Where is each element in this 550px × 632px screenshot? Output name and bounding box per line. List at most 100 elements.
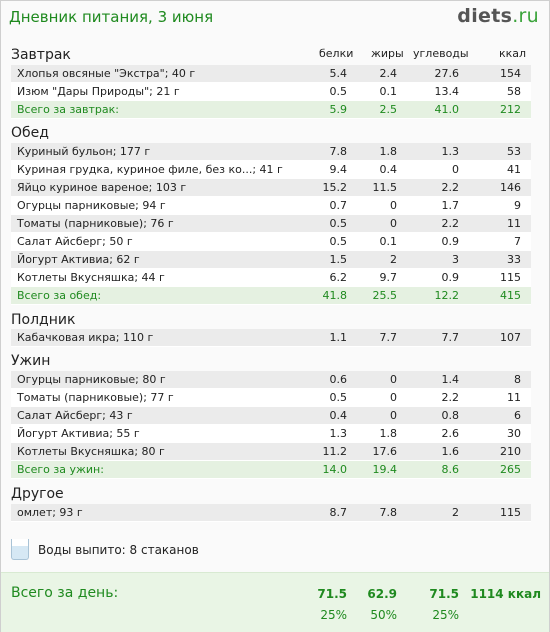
fat-value: 2 [390, 253, 397, 266]
logo-name: diets [457, 5, 513, 27]
header: Дневник питания, 3 июня diets.ru [1, 1, 549, 37]
food-name: Кабачковая икра; 110 г [17, 331, 154, 344]
food-name: Салат Айсберг; 50 г [17, 235, 133, 248]
carbs-value: 0 [452, 163, 459, 176]
food-name: Куриный бульон; 177 г [17, 145, 151, 158]
dinner-row[interactable]: Салат Айсберг; 43 г 0.4 0 0.8 6 [11, 407, 531, 425]
water-glass-icon [11, 539, 29, 560]
kcal-value: 41 [507, 163, 521, 176]
food-name: Томаты (парниковые); 76 г [17, 217, 174, 230]
dinner-title: Ужин [11, 353, 51, 369]
carbs-value: 1.3 [441, 145, 460, 158]
lunch-row[interactable]: Томаты (парниковые); 76 г 0.5 0 2.2 11 [11, 215, 531, 233]
food-name: Огурцы парниковые; 94 г [17, 199, 166, 212]
kcal-value: 8 [514, 373, 521, 386]
kcal-value: 210 [500, 445, 521, 458]
fat-value: 7.7 [379, 331, 398, 344]
kcal-value: 115 [500, 271, 521, 284]
carbs-value: 7.7 [441, 331, 460, 344]
lunch-row[interactable]: Куриная грудка, куриное филе, без ко...;… [11, 161, 531, 179]
kcal-value: 30 [507, 427, 521, 440]
kcal-value: 107 [500, 331, 521, 344]
day-fat-percent: 50% [370, 608, 397, 622]
protein-value: 0.6 [329, 373, 348, 386]
protein-value: 0.4 [329, 409, 348, 422]
lunch-row[interactable]: Огурцы парниковые; 94 г 0.7 0 1.7 9 [11, 197, 531, 215]
protein-value: 0.5 [329, 85, 348, 98]
kcal-value: 9 [514, 199, 521, 212]
kcal-value: 146 [500, 181, 521, 194]
carbs-value: 2.2 [441, 217, 460, 230]
lunch-row[interactable]: Яйцо куриное вареное; 103 г 15.2 11.5 2.2 14… [11, 179, 531, 197]
kcal-value: 154 [500, 67, 521, 80]
kcal-value: 7 [514, 235, 521, 248]
column-header-fat: жиры [371, 47, 404, 60]
fat-value: 0 [390, 373, 397, 386]
protein-value: 5.4 [329, 67, 348, 80]
lunch-row[interactable]: Куриный бульон; 177 г 7.8 1.8 1.3 53 [11, 143, 531, 161]
column-header-carbs: углеводы [413, 47, 469, 60]
breakfast-total-row: Всего за завтрак: 5.9 2.5 41.0 212 [11, 101, 531, 119]
carbs-value: 1.4 [441, 373, 460, 386]
protein-value: 1.3 [329, 427, 348, 440]
total-carbs: 12.2 [434, 289, 460, 302]
kcal-value: 115 [500, 506, 521, 519]
fat-value: 0 [390, 199, 397, 212]
protein-value: 11.2 [322, 445, 348, 458]
total-fat: 2.5 [379, 103, 398, 116]
dinner-total-row: Всего за ужин: 14.0 19.4 8.6 265 [11, 461, 531, 479]
day-carbs: 71.5 [429, 587, 459, 601]
food-name: Салат Айсберг; 43 г [17, 409, 133, 422]
fat-value: 9.7 [379, 271, 398, 284]
food-name: Изюм "Дары Природы"; 21 г [17, 85, 180, 98]
kcal-value: 58 [507, 85, 521, 98]
fat-value: 1.8 [379, 145, 398, 158]
lunch-title: Обед [11, 125, 49, 141]
food-name: Йогурт Активиа; 62 г [17, 253, 140, 266]
total-fat: 19.4 [372, 463, 398, 476]
food-name: Томаты (парниковые); 77 г [17, 391, 174, 404]
dinner-total-label: Всего за ужин: [17, 463, 104, 476]
breakfast-total-label: Всего за завтрак: [17, 103, 120, 116]
protein-value: 7.8 [329, 145, 348, 158]
dinner-row[interactable]: Огурцы парниковые; 80 г 0.6 0 1.4 8 [11, 371, 531, 389]
protein-value: 6.2 [329, 271, 348, 284]
lunch-total-label: Всего за обед: [17, 289, 102, 302]
carbs-value: 1.6 [441, 445, 460, 458]
other-row[interactable]: омлет; 93 г 8.7 7.8 2 115 [11, 504, 531, 522]
lunch-row[interactable]: Йогурт Активиа; 62 г 1.5 2 3 33 [11, 251, 531, 269]
carbs-value: 1.7 [441, 199, 460, 212]
lunch-row[interactable]: Котлеты Вкусняшка; 44 г 6.2 9.7 0.9 115 [11, 269, 531, 287]
carbs-value: 0.8 [441, 409, 460, 422]
fat-value: 0.4 [379, 163, 398, 176]
snack-row[interactable]: Кабачковая икра; 110 г 1.1 7.7 7.7 107 [11, 329, 531, 347]
protein-value: 0.7 [329, 199, 348, 212]
lunch-row[interactable]: Салат Айсберг; 50 г 0.5 0.1 0.9 7 [11, 233, 531, 251]
day-total-label: Всего за день: [11, 585, 119, 601]
food-name: Котлеты Вкусняшка; 80 г [17, 445, 165, 458]
protein-value: 0.5 [329, 391, 348, 404]
page-title: Дневник питания, 3 июня [9, 8, 214, 26]
carbs-value: 0.9 [441, 235, 460, 248]
dinner-row[interactable]: Томаты (парниковые); 77 г 0.5 0 2.2 11 [11, 389, 531, 407]
day-fat: 62.9 [367, 587, 397, 601]
dinner-row[interactable]: Котлеты Вкусняшка; 80 г 11.2 17.6 1.6 210 [11, 443, 531, 461]
carbs-value: 2.2 [441, 391, 460, 404]
day-protein-percent: 25% [320, 608, 347, 622]
breakfast-row[interactable]: Изюм "Дары Природы"; 21 г 0.5 0.1 13.4 58 [11, 83, 531, 101]
carbs-value: 3 [452, 253, 459, 266]
column-header-protein: белки [319, 47, 354, 60]
total-protein: 5.9 [329, 103, 348, 116]
site-logo[interactable]: diets.ru [457, 5, 539, 27]
dinner-row[interactable]: Йогурт Активиа; 55 г 1.3 1.8 2.6 30 [11, 425, 531, 443]
total-fat: 25.5 [372, 289, 398, 302]
day-carbs-percent: 25% [432, 608, 459, 622]
fat-value: 1.8 [379, 427, 398, 440]
protein-value: 15.2 [322, 181, 348, 194]
lunch-total-row: Всего за обед: 41.8 25.5 12.2 415 [11, 287, 531, 305]
carbs-value: 2.6 [441, 427, 460, 440]
carbs-value: 0.9 [441, 271, 460, 284]
breakfast-row[interactable]: Хлопья овсяные "Экстра"; 40 г 5.4 2.4 27.6 1… [11, 65, 531, 83]
water-label: Воды выпито: 8 стаканов [38, 543, 199, 557]
fat-value: 11.5 [372, 181, 398, 194]
